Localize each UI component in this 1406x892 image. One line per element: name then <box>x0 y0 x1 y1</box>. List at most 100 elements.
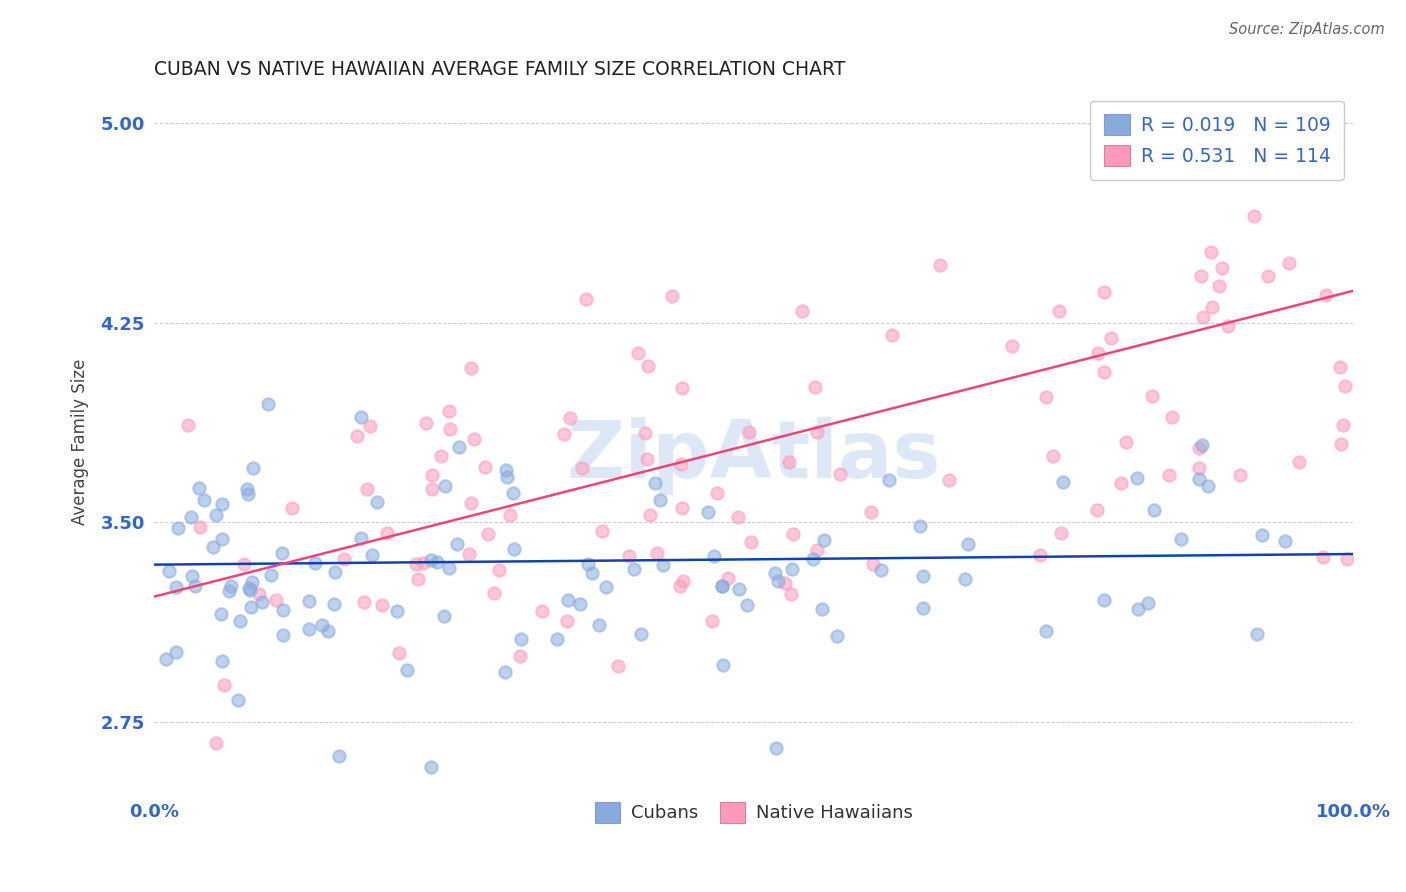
Native Hawaiians <box>1229 468 1251 483</box>
Native Hawaiians <box>1099 331 1122 345</box>
Cubans <box>780 562 803 576</box>
Cubans <box>433 478 456 492</box>
Native Hawaiians <box>671 381 693 395</box>
Native Hawaiians <box>1191 310 1213 325</box>
Cubans <box>211 654 233 668</box>
Native Hawaiians <box>706 486 728 500</box>
Cubans <box>956 537 979 551</box>
Cubans <box>908 519 931 533</box>
Cubans <box>433 608 456 623</box>
Cubans <box>1246 627 1268 641</box>
Native Hawaiians <box>1049 526 1071 541</box>
Cubans <box>260 567 283 582</box>
Cubans <box>911 600 934 615</box>
Native Hawaiians <box>806 543 828 558</box>
Cubans <box>495 463 517 477</box>
Native Hawaiians <box>700 614 723 628</box>
Cubans <box>218 583 240 598</box>
Native Hawaiians <box>1199 245 1222 260</box>
Native Hawaiians <box>247 587 270 601</box>
Native Hawaiians <box>420 467 443 482</box>
Cubans <box>696 506 718 520</box>
Cubans <box>157 564 180 578</box>
Native Hawaiians <box>405 558 427 572</box>
Text: Source: ZipAtlas.com: Source: ZipAtlas.com <box>1229 22 1385 37</box>
Cubans <box>236 483 259 497</box>
Native Hawaiians <box>1092 365 1115 379</box>
Native Hawaiians <box>607 658 630 673</box>
Native Hawaiians <box>575 292 598 306</box>
Native Hawaiians <box>1211 261 1233 276</box>
Native Hawaiians <box>1329 359 1351 374</box>
Cubans <box>201 540 224 554</box>
Cubans <box>765 741 787 756</box>
Cubans <box>350 531 373 545</box>
Cubans <box>703 549 725 563</box>
Cubans <box>1274 533 1296 548</box>
Native Hawaiians <box>1205 166 1227 180</box>
Cubans <box>502 542 524 557</box>
Cubans <box>385 605 408 619</box>
Cubans <box>1125 471 1147 485</box>
Cubans <box>420 760 443 774</box>
Native Hawaiians <box>359 418 381 433</box>
Native Hawaiians <box>558 410 581 425</box>
Cubans <box>250 595 273 609</box>
Native Hawaiians <box>591 524 613 538</box>
Cubans <box>239 582 262 597</box>
Cubans <box>1128 601 1150 615</box>
Native Hawaiians <box>232 557 254 571</box>
Cubans <box>437 561 460 575</box>
Native Hawaiians <box>509 649 531 664</box>
Native Hawaiians <box>938 473 960 487</box>
Cubans <box>209 607 232 621</box>
Cubans <box>1191 438 1213 452</box>
Native Hawaiians <box>638 508 661 522</box>
Native Hawaiians <box>862 558 884 572</box>
Native Hawaiians <box>1243 209 1265 223</box>
Native Hawaiians <box>1288 455 1310 469</box>
Cubans <box>711 579 734 593</box>
Cubans <box>366 495 388 509</box>
Native Hawaiians <box>356 482 378 496</box>
Native Hawaiians <box>1087 345 1109 359</box>
Cubans <box>221 579 243 593</box>
Native Hawaiians <box>1159 468 1181 483</box>
Cubans <box>155 652 177 666</box>
Native Hawaiians <box>669 578 692 592</box>
Native Hawaiians <box>1208 278 1230 293</box>
Native Hawaiians <box>415 416 437 430</box>
Text: CUBAN VS NATIVE HAWAIIAN AVERAGE FAMILY SIZE CORRELATION CHART: CUBAN VS NATIVE HAWAIIAN AVERAGE FAMILY … <box>155 60 846 78</box>
Cubans <box>557 592 579 607</box>
Native Hawaiians <box>669 457 692 471</box>
Cubans <box>180 568 202 582</box>
Native Hawaiians <box>1115 434 1137 449</box>
Cubans <box>766 574 789 588</box>
Cubans <box>350 410 373 425</box>
Native Hawaiians <box>671 500 693 515</box>
Cubans <box>869 563 891 577</box>
Native Hawaiians <box>264 593 287 607</box>
Native Hawaiians <box>619 549 641 564</box>
Cubans <box>811 602 834 616</box>
Cubans <box>271 603 294 617</box>
Native Hawaiians <box>782 527 804 541</box>
Native Hawaiians <box>880 327 903 342</box>
Cubans <box>395 663 418 677</box>
Native Hawaiians <box>859 505 882 519</box>
Cubans <box>644 476 666 491</box>
Cubans <box>184 579 207 593</box>
Native Hawaiians <box>460 496 482 510</box>
Native Hawaiians <box>1188 442 1211 456</box>
Native Hawaiians <box>790 304 813 318</box>
Cubans <box>1136 596 1159 610</box>
Cubans <box>1188 472 1211 486</box>
Native Hawaiians <box>571 461 593 475</box>
Native Hawaiians <box>928 258 950 272</box>
Native Hawaiians <box>740 534 762 549</box>
Native Hawaiians <box>1188 460 1211 475</box>
Cubans <box>240 574 263 589</box>
Cubans <box>167 520 190 534</box>
Cubans <box>495 469 517 483</box>
Y-axis label: Average Family Size: Average Family Size <box>72 359 89 525</box>
